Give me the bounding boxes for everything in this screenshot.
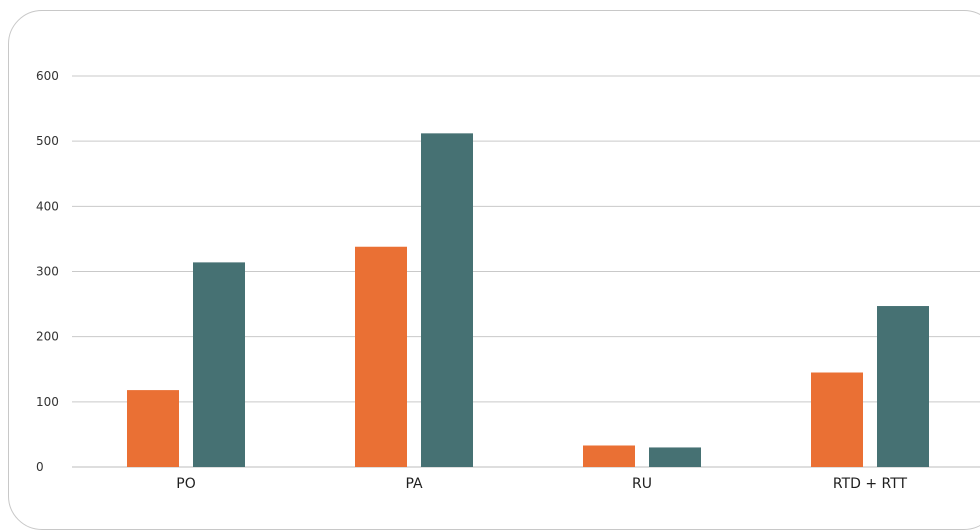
- x-tick-label: RU: [632, 476, 652, 492]
- bar-pa-series-2: [421, 133, 473, 467]
- x-tick-label: PO: [176, 476, 195, 492]
- x-axis-ticks: PO PA RU RTD + RTT: [176, 476, 907, 492]
- y-axis-ticks: 0 100 200 300 400 500 600: [36, 69, 59, 474]
- bar-rtd-rtt-series-1: [811, 372, 863, 467]
- bar-po-series-1: [127, 390, 179, 467]
- bar-pa-series-1: [355, 246, 407, 467]
- y-tick-label: 600: [36, 69, 59, 83]
- bar-ru-series-2: [649, 447, 701, 467]
- y-tick-label: 500: [36, 134, 59, 148]
- x-tick-label: RTD + RTT: [833, 476, 908, 492]
- bar-rtd-rtt-series-2: [877, 306, 929, 467]
- y-tick-label: 400: [36, 199, 59, 213]
- bar-chart: 0 100 200 300 400 500 600 PO PA RU RTD + RTT: [36, 69, 980, 492]
- y-tick-label: 300: [36, 265, 59, 279]
- y-tick-label: 100: [36, 395, 59, 409]
- bar-po-series-2: [193, 262, 245, 467]
- bar-ru-series-1: [583, 445, 635, 467]
- y-tick-label: 0: [36, 460, 44, 474]
- x-tick-label: PA: [405, 476, 423, 492]
- bars: [127, 133, 929, 467]
- y-tick-label: 200: [36, 330, 59, 344]
